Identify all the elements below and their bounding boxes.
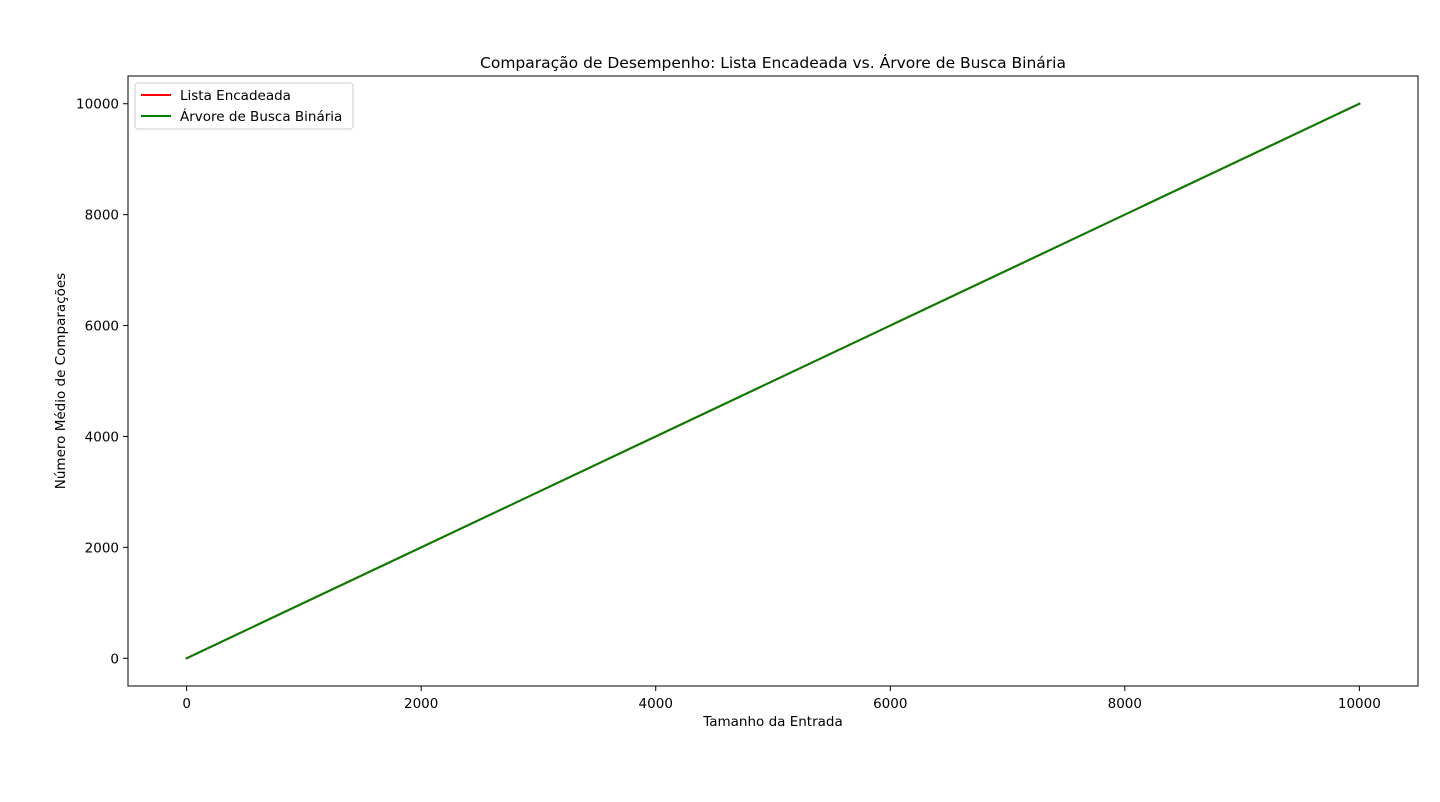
y-tick-label: 0 <box>110 651 119 667</box>
x-tick-label: 10000 <box>1338 696 1381 712</box>
legend: Lista Encadeada Árvore de Busca Binária <box>134 82 354 130</box>
y-axis-label: Número Médio de Comparações <box>53 273 69 489</box>
x-tick-label: 0 <box>182 696 191 712</box>
y-tick-label: 4000 <box>85 429 119 445</box>
series-layer <box>185 102 1361 660</box>
x-axis-label: Tamanho da Entrada <box>702 714 843 730</box>
x-tick-label: 2000 <box>404 696 438 712</box>
chart-title: Comparação de Desempenho: Lista Encadead… <box>480 53 1066 72</box>
legend-box <box>134 82 354 130</box>
legend-label-arvore-de-busca-binaria: Árvore de Busca Binária <box>180 108 342 125</box>
x-tick-label: 6000 <box>873 696 907 712</box>
series-line-arvore-de-busca-binaria <box>185 102 1361 660</box>
legend-label-lista-encadeada: Lista Encadeada <box>180 88 291 104</box>
y-axis: 0 2000 4000 6000 8000 10000 <box>76 97 128 667</box>
plot-area-frame <box>127 75 1419 687</box>
y-tick-label: 6000 <box>85 319 119 335</box>
x-axis: 0 2000 4000 6000 8000 10000 <box>182 686 1381 712</box>
y-tick-label: 10000 <box>76 97 119 113</box>
x-tick-label: 8000 <box>1108 696 1142 712</box>
x-tick-label: 4000 <box>639 696 673 712</box>
y-tick-label: 2000 <box>85 540 119 556</box>
y-tick-label: 8000 <box>85 208 119 224</box>
